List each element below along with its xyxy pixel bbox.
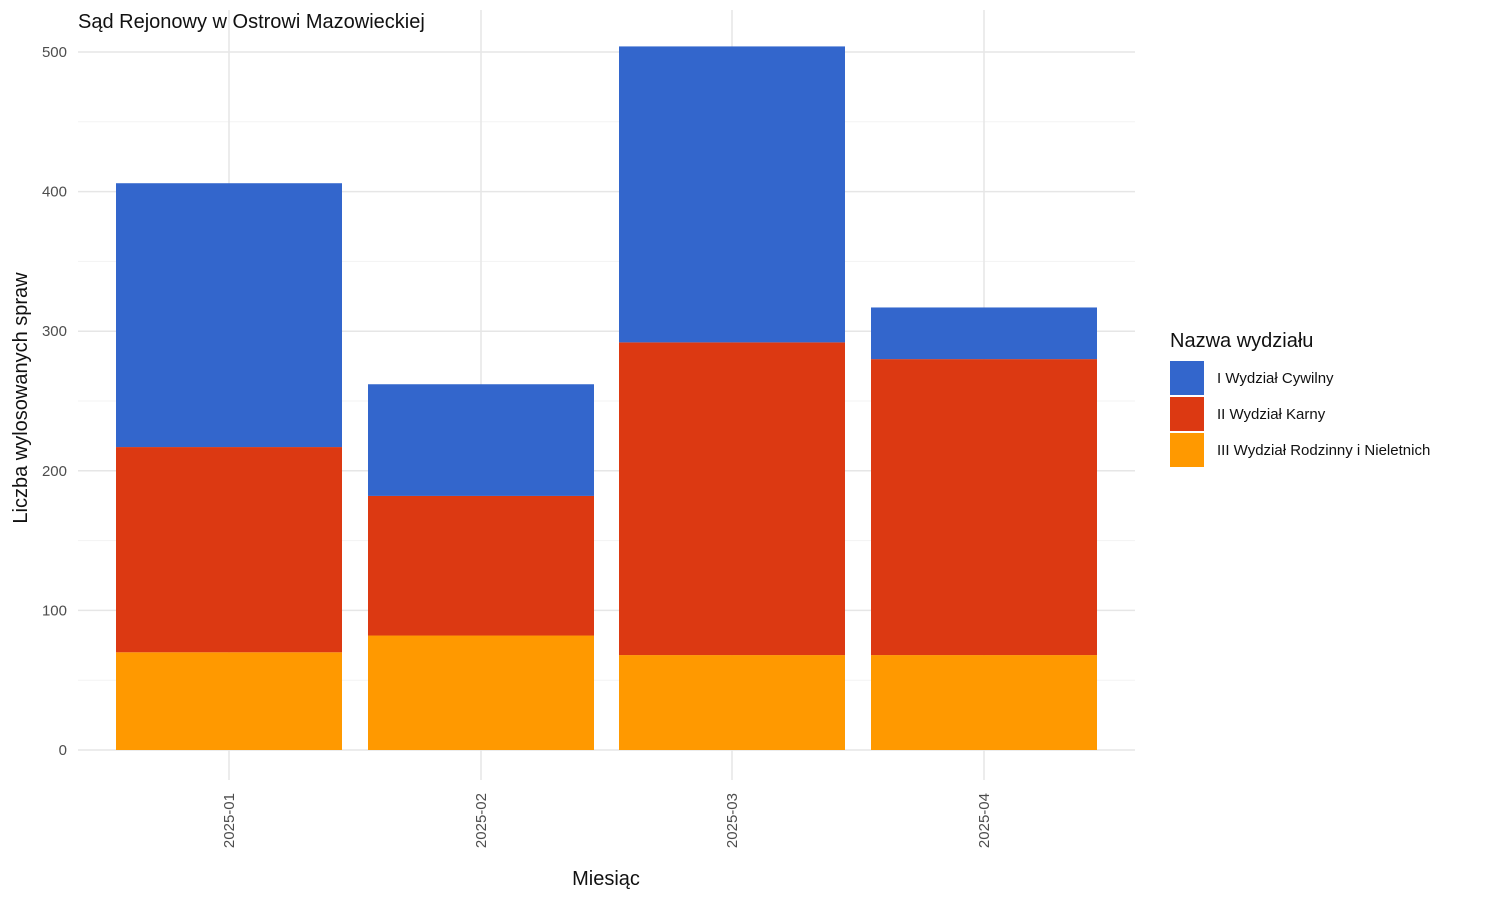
y-tick-label: 300 (42, 323, 67, 340)
x-tick-labels: 2025-01 2025-02 2025-03 2025-04 (221, 793, 993, 848)
bars (116, 46, 1097, 750)
x-tick-label: 2025-04 (976, 793, 993, 848)
legend: Nazwa wydziału I Wydział Cywilny II Wydzi… (1170, 330, 1430, 467)
bar-segment (871, 307, 1097, 360)
bar-segment (368, 635, 594, 750)
bar-segment (619, 342, 845, 656)
legend-key (1170, 361, 1204, 395)
y-tick-label: 400 (42, 184, 67, 201)
legend-label: III Wydział Rodzinny i Nieletnich (1217, 442, 1430, 459)
legend-label: I Wydział Cywilny (1217, 370, 1334, 387)
x-tick-label: 2025-03 (724, 793, 741, 848)
bar-segment (116, 652, 342, 750)
legend-key (1170, 433, 1204, 467)
y-tick-label: 0 (59, 742, 67, 759)
bar-segment (871, 655, 1097, 750)
bar-segment (368, 495, 594, 636)
bar-segment (116, 447, 342, 653)
legend-title: Nazwa wydziału (1170, 330, 1313, 352)
legend-label: II Wydział Karny (1217, 406, 1326, 423)
bar-segment (619, 655, 845, 750)
y-tick-labels: 0 100 200 300 400 500 (42, 44, 67, 759)
y-tick-label: 200 (42, 463, 67, 480)
legend-key (1170, 397, 1204, 431)
bar-segment (871, 359, 1097, 656)
y-axis-title: Liczba wylosowanych spraw (10, 272, 32, 524)
chart-title: Sąd Rejonowy w Ostrowi Mazowieckiej (78, 11, 425, 33)
x-tick-label: 2025-02 (473, 793, 490, 848)
y-tick-label: 500 (42, 44, 67, 61)
y-tick-label: 100 (42, 602, 67, 619)
bar-segment (116, 183, 342, 448)
bar-segment (368, 384, 594, 496)
x-tick-label: 2025-01 (221, 793, 238, 848)
x-axis-title: Miesiąc (572, 868, 640, 890)
bar-segment (619, 46, 845, 343)
